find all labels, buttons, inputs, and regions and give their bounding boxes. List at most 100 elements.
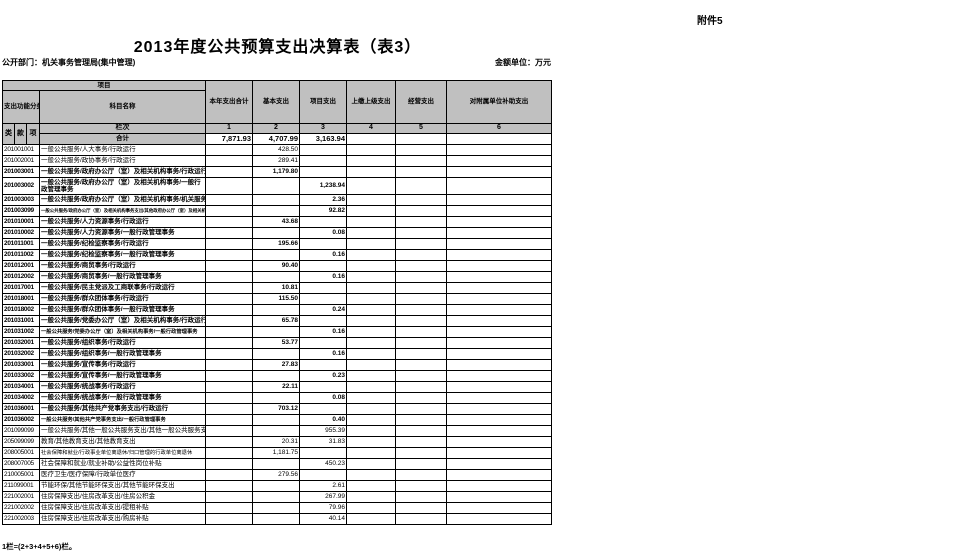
row-project [299,166,347,178]
row-operating [395,293,447,305]
row-basic [252,502,300,514]
row-operating [395,326,447,338]
row-upper [346,155,396,167]
row-project [299,469,347,481]
table-row: 201011001 一般公共服务/纪检监察事务/行政运行 195.66 [2,238,552,250]
row-basic: 289.41 [252,155,300,167]
unit-label: 金额单位：万元 [495,58,551,67]
row-basic [252,491,300,503]
row-operating [395,348,447,360]
row-subject-name: 一般公共服务/组织事务/一般行政管理事务 [39,348,206,360]
table-row: 201036002 一般公共服务/其他共产党事务支出/一般行政管理事务 0.40 [2,414,552,426]
row-basic: 22.11 [252,381,300,393]
row-project [299,403,347,415]
row-subject-name: 住房保障支出/住房改革支出/购房补贴 [39,513,206,525]
row-subsidy [446,216,552,228]
total-label: 合计 [39,133,206,145]
row-basic: 53.77 [252,337,300,349]
row-project: 0.16 [299,326,347,338]
row-subsidy [446,502,552,514]
table-row: 201010002 一般公共服务/人力资源事务/一般行政管理事务 0.08 [2,227,552,239]
table-row: 221002002 住房保障支出/住房改革支出/提租补贴 79.96 [2,502,552,514]
row-operating [395,403,447,415]
row-upper [346,260,396,272]
row-code: 208007005 [2,458,40,470]
row-operating [395,425,447,437]
col-header-total-year: 本年支出合计 [205,80,253,124]
row-upper [346,480,396,492]
row-upper [346,304,396,316]
row-subject-name: 一般公共服务/统战事务/行政运行 [39,381,206,393]
row-code: 201031001 [2,315,40,327]
row-code: 208005001 [2,447,40,459]
row-project: 0.40 [299,414,347,426]
table-row: 201017001 一般公共服务/民主党派及工商联事务/行政运行 10.81 [2,282,552,294]
meta-line: 公开部门：机关事务管理局(集中管理) 金额单位：万元 [2,57,551,68]
col-header-subsidy: 对附属单位补助支出 [446,80,552,124]
total-c2: 4,707.99 [252,133,300,145]
lanci-6: 6 [446,123,552,134]
row-upper [346,271,396,283]
row-subsidy [446,469,552,481]
page-title: 2013年度公共预算支出决算表（表3） [133,39,422,56]
table-row: 201002001 一般公共服务/政协事务/行政运行 289.41 [2,155,552,167]
row-basic: 279.56 [252,469,300,481]
total-c3: 3,163.94 [299,133,347,145]
row-basic [252,348,300,360]
row-project: 0.08 [299,392,347,404]
row-subject-name: 一般公共服务/人力资源事务/一般行政管理事务 [39,227,206,239]
row-total-year [205,205,253,217]
row-operating [395,447,447,459]
table-row: 211099001 节能环保/其他节能环保支出/其他节能环保支出 2.61 [2,480,552,492]
row-total-year [205,392,253,404]
row-operating [395,216,447,228]
row-subsidy [446,227,552,239]
row-code: 201099099 [2,425,40,437]
table-row: 205099099 教育/其他教育支出/其他教育支出 20.31 31.83 [2,436,552,448]
row-subject-name: 一般公共服务/统战事务/一般行政管理事务 [39,392,206,404]
row-code: 201031002 [2,326,40,338]
row-code: 201036002 [2,414,40,426]
row-subsidy [446,414,552,426]
row-basic [252,425,300,437]
table-row: 201003003 一般公共服务/政府办公厅（室）及相关机构事务/机关服务 2.… [2,194,552,206]
row-subsidy [446,304,552,316]
row-project [299,282,347,294]
lanci-5: 5 [395,123,447,134]
table-row: 201034002 一般公共服务/统战事务/一般行政管理事务 0.08 [2,392,552,404]
row-code: 201003001 [2,166,40,178]
table-row: 201010001 一般公共服务/人力资源事务/行政运行 43.68 [2,216,552,228]
row-basic [252,304,300,316]
table-row: 201036001 一般公共服务/其他共产党事务支出/行政运行 703.12 [2,403,552,415]
row-total-year [205,469,253,481]
row-basic [252,249,300,261]
row-total-year [205,403,253,415]
row-subsidy [446,177,552,195]
table-row: 201018002 一般公共服务/群众团体事务/一般行政管理事务 0.24 [2,304,552,316]
name-header: 科目名称 [39,90,206,124]
lanci-1: 1 [205,123,253,134]
row-project: 0.24 [299,304,347,316]
row-total-year [205,293,253,305]
row-project [299,216,347,228]
row-subject-name: 一般公共服务/其他共产党事务支出/行政运行 [39,403,206,415]
row-upper [346,414,396,426]
row-total-year [205,381,253,393]
row-subsidy [446,403,552,415]
row-operating [395,370,447,382]
row-subject-name: 一般公共服务/人大事务/行政运行 [39,144,206,156]
row-code: 201033002 [2,370,40,382]
table-row: 201012002 一般公共服务/商贸事务/一般行政管理事务 0.16 [2,271,552,283]
row-basic: 65.78 [252,315,300,327]
row-subsidy [446,436,552,448]
table-row: 201099099 一般公共服务/其他一般公共服务支出/其他一般公共服务支出 9… [2,425,552,437]
row-total-year [205,249,253,261]
row-project [299,293,347,305]
row-subsidy [446,194,552,206]
total-c6 [446,133,552,145]
row-upper [346,216,396,228]
row-upper [346,513,396,525]
row-subject-name: 一般公共服务/组织事务/行政运行 [39,337,206,349]
row-basic: 10.81 [252,282,300,294]
row-total-year [205,166,253,178]
